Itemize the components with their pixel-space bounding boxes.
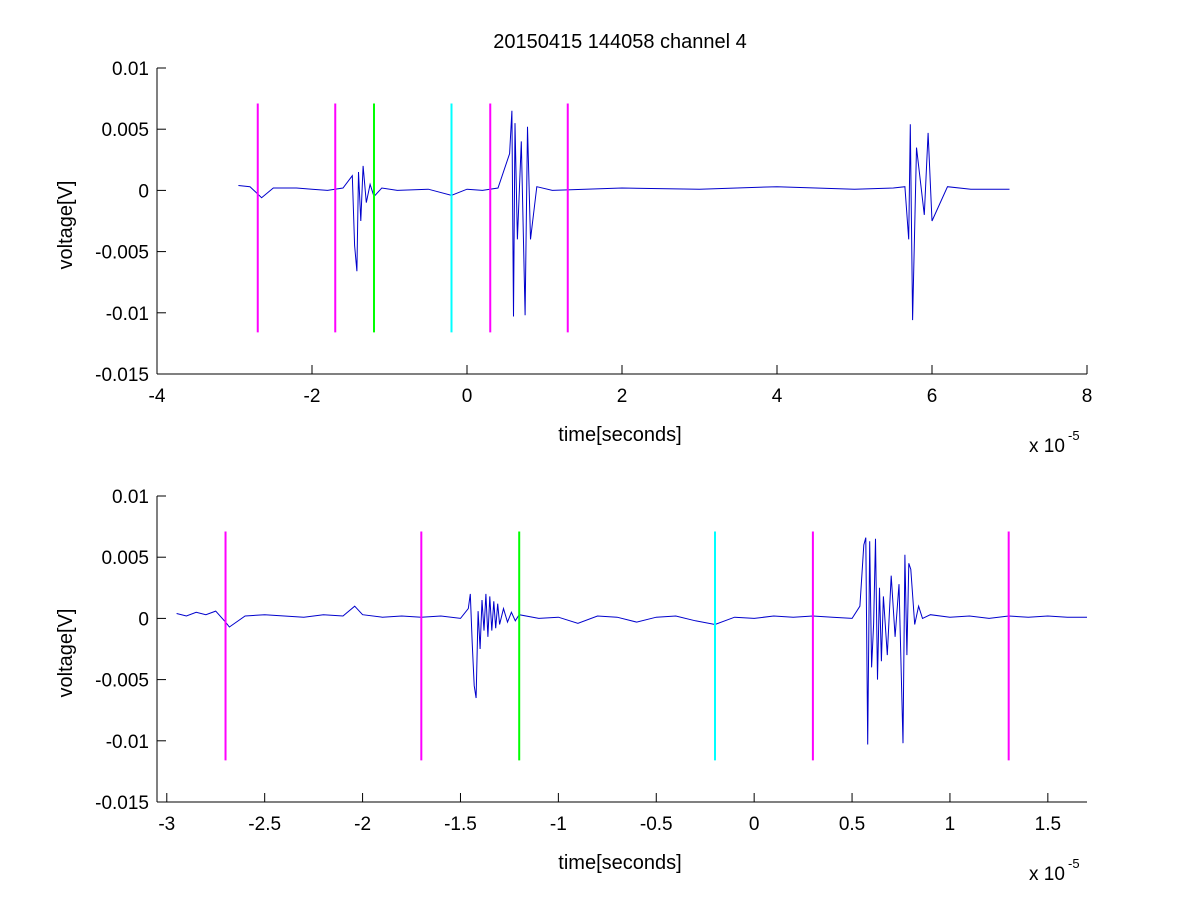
- plot-1-x-tick-label: 6: [927, 386, 938, 407]
- plot-2-axes: -3 -2.5 -2 -1.5 -1 -0.5 0 0.5 1 1.5 -0.015 -0.01 -0.…: [55, 487, 1087, 885]
- plot-2-x-tick-label: 0.5: [839, 814, 865, 835]
- plot-2-x-tick-label: 0: [749, 814, 760, 835]
- plot-1-x-tick-label: 4: [772, 386, 783, 407]
- plot-1-x-exponent-power: -5: [1068, 428, 1080, 443]
- plot-1-x-tick-label: 8: [1082, 386, 1093, 407]
- plot-2-x-tick-label: 1.5: [1035, 814, 1061, 835]
- plot-1-x-tick-label: 0: [462, 386, 473, 407]
- plot-2-y-tick-label: -0.015: [95, 793, 149, 814]
- plot-1-x-exponent-label: x 10: [1029, 436, 1065, 457]
- plot-2-y-tick-label: -0.01: [106, 732, 149, 753]
- plot-1-y-tick-label: 0.005: [101, 120, 149, 141]
- plot-1-y-tick-label: -0.01: [106, 304, 149, 325]
- plot-1-y-axis-label: voltage[V]: [55, 181, 77, 270]
- plot-2-x-tick-label: -1: [550, 814, 567, 835]
- plot-1-y-tick-label: -0.005: [95, 243, 149, 264]
- plot-2-x-tick-label: -2: [354, 814, 371, 835]
- plot-2-y-axis-label: voltage[V]: [55, 609, 77, 698]
- plot-1-series-line: [238, 110, 1010, 321]
- plot-2-x-tick-label: -3: [158, 814, 175, 835]
- plot-2-x-exponent-label: x 10: [1029, 864, 1065, 885]
- plot-1-x-axis-label: time[seconds]: [558, 424, 681, 446]
- plot-1-x-tick-label: -4: [149, 386, 166, 407]
- plot-1-y-tick-label: 0: [138, 181, 149, 202]
- chart-title: 20150415 144058 channel 4: [493, 31, 747, 53]
- plot-2-x-tick-label: -1.5: [444, 814, 477, 835]
- plot-1-x-tick-label: 2: [617, 386, 628, 407]
- plot-2-series-line: [176, 537, 1087, 745]
- plot-2-y-tick-label: 0: [138, 609, 149, 630]
- plot-1-axes: -4 -2 0 2 4 6 8 -0.015 -0.01 -0.005 0 0.005 0.01 time…: [55, 59, 1092, 457]
- plot-2-x-tick-label: -2.5: [248, 814, 281, 835]
- plot-2-x-tick-label: -0.5: [640, 814, 673, 835]
- plot-2-x-axis-label: time[seconds]: [558, 852, 681, 874]
- plot-2-x-tick-label: 1: [945, 814, 956, 835]
- plot-1-y-tick-label: 0.01: [112, 59, 149, 80]
- plot-2-x-exponent-power: -5: [1068, 856, 1080, 871]
- plot-2-y-tick-label: 0.005: [101, 548, 149, 569]
- plot-2-y-tick-label: -0.005: [95, 671, 149, 692]
- plot-1-x-tick-label: -2: [304, 386, 321, 407]
- plot-2-y-tick-label: 0.01: [112, 487, 149, 508]
- plot-1-y-tick-label: -0.015: [95, 365, 149, 386]
